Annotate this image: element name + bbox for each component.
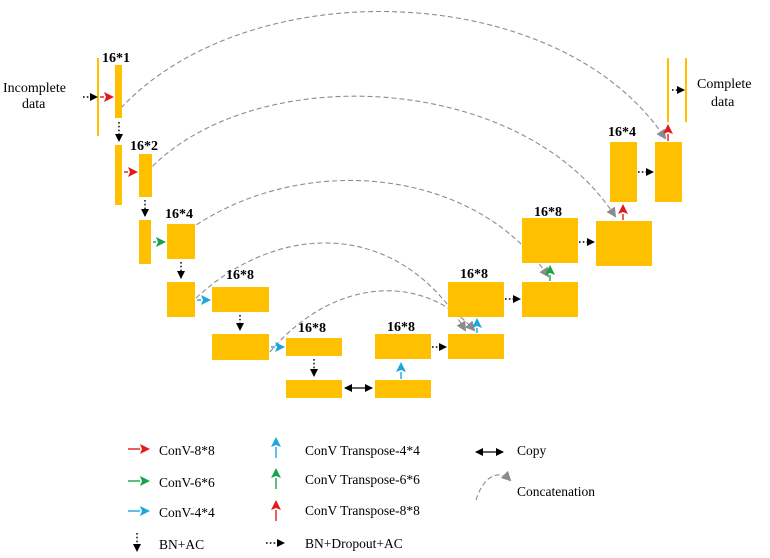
legend-bn-ac-label: BN+AC [159,537,204,552]
legend-conv6-label: ConV-6*6 [159,475,215,490]
legend-concatenation-label: Concatenation [517,484,595,499]
dec2-block-a [448,282,504,317]
legend-conv8-icon [128,444,150,454]
dec2-label: 16*8 [460,267,488,282]
conv8-arrow-1 [100,92,114,102]
legend-bn-dropout-ac-label: BN+Dropout+AC [305,536,403,551]
dec2-block-b [522,282,578,317]
enc4-block-a [167,282,195,317]
enc5-block-a [212,334,269,360]
conv-arrows [100,92,673,379]
legend-transpose8-icon [271,500,281,521]
dec3-block-a [522,218,578,263]
enc2-block-b [139,154,152,197]
enc2-label: 16*2 [130,139,158,154]
legend-transpose6-icon [271,468,281,489]
enc1-block [115,65,122,118]
dec1-label: 16*8 [387,320,415,335]
legend-conv4-label: ConV-4*4 [159,505,215,520]
bottleneck-right [375,380,431,398]
legend-transpose8-label: ConV Transpose-8*8 [305,503,420,518]
bottleneck-left [286,380,342,398]
enc4-label: 16*8 [226,268,254,283]
legend-icons [128,437,281,521]
decoder [375,142,682,398]
legend-transpose6-label: ConV Transpose-6*6 [305,472,420,487]
output-label-line1: Complete [697,77,751,92]
dec3-block-b [596,221,652,266]
skip-connections [120,11,667,353]
legend-copy-label: Copy [517,443,547,458]
input-label-line1: Incomplete [3,81,66,96]
enc5-label: 16*8 [298,321,326,336]
transpose8-arrow-1 [618,204,628,220]
enc1-label: 16*1 [102,51,130,66]
legend: ConV-8*8 ConV-6*6 ConV-4*4 BN+AC ConV Tr… [128,437,595,552]
dec4-block-b [655,142,682,202]
legend-conv4-icon [128,506,150,516]
enc2-block-a [115,145,122,205]
output-label-line2: data [711,95,735,110]
input-label-line2: data [22,97,46,112]
skip-arc-2 [146,95,617,218]
enc4-block-b [212,287,269,312]
conv4-arrow-1 [197,295,211,305]
enc3-block-a [139,220,151,264]
conv6-arrow [153,237,166,247]
transpose4-arrow-1 [396,362,406,379]
conv8-arrow-2 [124,167,138,177]
dec4-label: 16*4 [608,125,636,140]
skip-arc-1 [120,11,667,140]
legend-transpose4-label: ConV Transpose-4*4 [305,443,420,458]
bn-dropout-ac-arrows [83,86,685,351]
encoder [115,65,342,398]
enc5-block-b [286,338,342,356]
transpose6-arrow [545,265,555,281]
legend-concatenation-icon [475,470,512,501]
dec1-block-a [375,334,431,359]
enc3-label: 16*4 [165,207,193,222]
bn-ac-arrows [115,122,318,377]
legend-transpose4-icon [271,437,281,458]
dec4-block-a [610,142,637,202]
enc3-block-b [167,224,195,259]
legend-conv8-label: ConV-8*8 [159,443,215,458]
skip-arc-4 [195,242,467,332]
conv4-arrow-2 [271,342,285,352]
transpose4-arrow-2 [472,318,482,333]
skip-arc-3 [170,179,550,278]
dec3-label: 16*8 [534,205,562,220]
legend-conv6-icon [128,476,150,486]
dec1-block-b [448,334,504,359]
transpose8-arrow-2 [663,124,673,141]
